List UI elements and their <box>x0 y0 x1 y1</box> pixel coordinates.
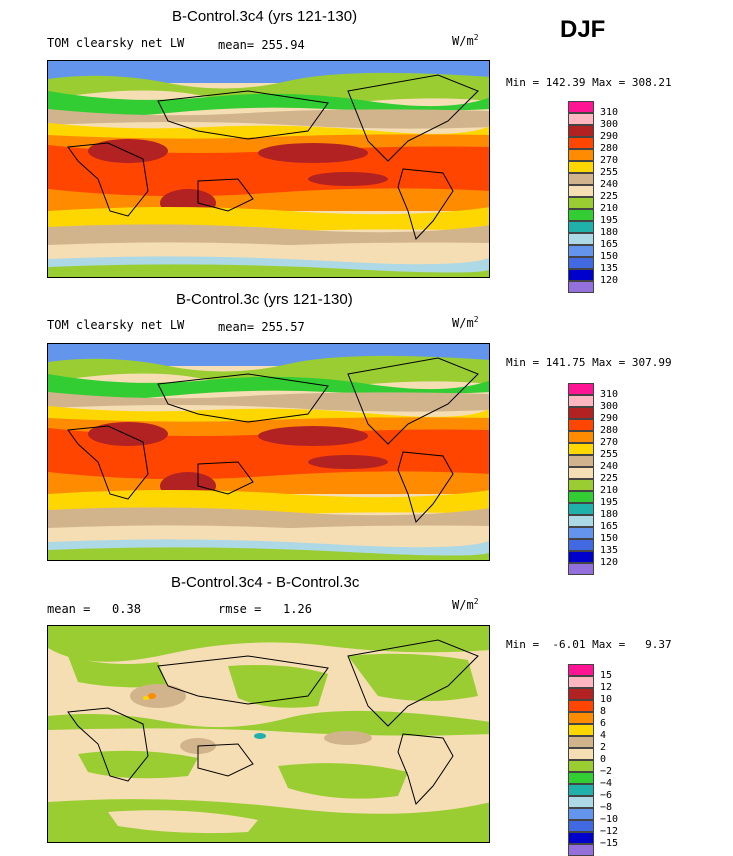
panel-1-tick: 225 <box>600 191 619 202</box>
panel-1-tick: 240 <box>600 179 619 190</box>
panel-3-rmse-label: rmse = 1.26 <box>218 602 312 616</box>
panel-3-units: W/m2 <box>452 597 479 612</box>
panel-2-tick: 300 <box>600 401 619 412</box>
panel-3-tick: 8 <box>600 706 607 717</box>
panel-1-tick: 280 <box>600 143 619 154</box>
panel-2-mean-label: mean= 255.57 <box>218 320 305 334</box>
panel-2-map <box>47 343 490 561</box>
panel-1-tick: 290 <box>600 131 619 142</box>
panel-1-colorbar <box>568 101 594 293</box>
panel-1-tick: 310 <box>600 107 619 118</box>
panel-1-tick: 210 <box>600 203 619 214</box>
panel-2-colorbar <box>568 383 594 575</box>
panel-1-tick: 255 <box>600 167 619 178</box>
panel-3-tick: −2 <box>600 766 613 777</box>
panel-2-tick: 225 <box>600 473 619 484</box>
season-label: DJF <box>560 16 606 43</box>
panel-2-minmax: Min = 141.75 Max = 307.99 <box>506 356 672 369</box>
panel-3-title: B-Control.3c4 - B-Control.3c <box>171 574 360 591</box>
panel-1-tick: 165 <box>600 239 619 250</box>
panel-3-tick: 10 <box>600 694 613 705</box>
panel-1-map <box>47 60 490 278</box>
panel-1-tick: 270 <box>600 155 619 166</box>
panel-2-tick: 255 <box>600 449 619 460</box>
panel-3-field <box>48 626 489 842</box>
panel-3-tick: −6 <box>600 790 613 801</box>
panel-2-title: B-Control.3c (yrs 121-130) <box>176 291 353 308</box>
panel-2-tick: 270 <box>600 437 619 448</box>
panel-2-variable-label: TOM clearsky net LW <box>47 318 185 332</box>
panel-1-tick: 195 <box>600 215 619 226</box>
panel-3-tick: 4 <box>600 730 607 741</box>
panel-2-field <box>48 344 489 560</box>
panel-1-mean-label: mean= 255.94 <box>218 38 305 52</box>
panel-3-tick: 15 <box>600 670 613 681</box>
panel-3-tick: −8 <box>600 802 613 813</box>
panel-1-variable-label: TOM clearsky net LW <box>47 36 185 50</box>
panel-1-tick: 180 <box>600 227 619 238</box>
panel-3-colorbar <box>568 664 594 856</box>
panel-1-tick: 120 <box>600 275 619 286</box>
panel-2-tick: 180 <box>600 509 619 520</box>
panel-1-title: B-Control.3c4 (yrs 121-130) <box>172 8 358 25</box>
panel-2-tick: 135 <box>600 545 619 556</box>
panel-1-tick: 135 <box>600 263 619 274</box>
panel-3-tick: 0 <box>600 754 607 765</box>
panel-2-tick: 290 <box>600 413 619 424</box>
panel-3-tick: 2 <box>600 742 607 753</box>
panel-2-tick: 280 <box>600 425 619 436</box>
panel-1-tick: 300 <box>600 119 619 130</box>
panel-2-tick: 210 <box>600 485 619 496</box>
panel-2-units: W/m2 <box>452 315 479 330</box>
panel-2-tick: 240 <box>600 461 619 472</box>
panel-2-tick: 165 <box>600 521 619 532</box>
panel-3-tick: 6 <box>600 718 607 729</box>
panel-1-tick: 150 <box>600 251 619 262</box>
panel-3-tick: −10 <box>600 814 619 825</box>
panel-2-tick: 120 <box>600 557 619 568</box>
panel-3-mean-label: mean = 0.38 <box>47 602 141 616</box>
panel-3-minmax: Min = -6.01 Max = 9.37 <box>506 638 672 651</box>
panel-3-tick: −12 <box>600 826 619 837</box>
panel-3-tick: 12 <box>600 682 613 693</box>
panel-3-map <box>47 625 490 843</box>
panel-3-tick: −4 <box>600 778 613 789</box>
panel-2-tick: 150 <box>600 533 619 544</box>
panel-2-tick: 195 <box>600 497 619 508</box>
panel-1-field <box>48 61 489 277</box>
panel-1-minmax: Min = 142.39 Max = 308.21 <box>506 76 672 89</box>
panel-2-tick: 310 <box>600 389 619 400</box>
panel-3-tick: −15 <box>600 838 619 849</box>
panel-1-units: W/m2 <box>452 33 479 48</box>
